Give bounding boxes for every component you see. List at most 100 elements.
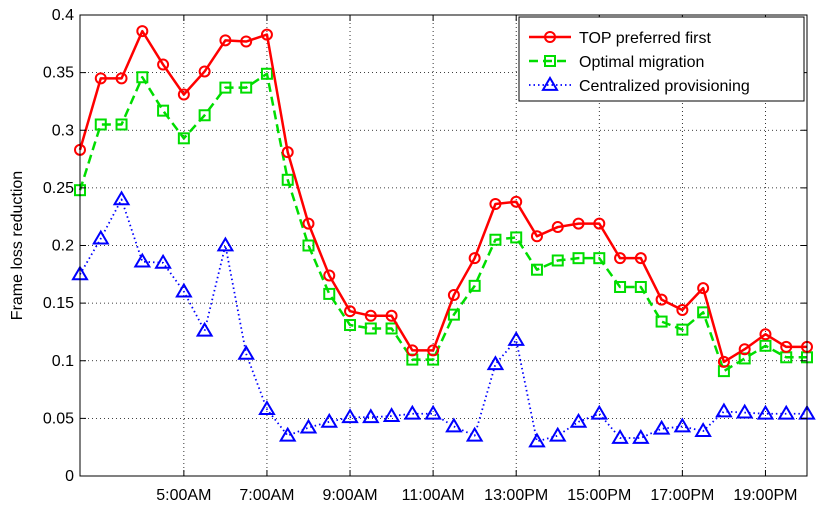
legend-box	[518, 16, 805, 102]
x-tick-label: 11:00AM	[402, 487, 465, 504]
data-point	[341, 408, 359, 424]
x-tick-label: 15:00PM	[567, 487, 631, 504]
data-point	[302, 239, 315, 252]
data-point	[590, 404, 609, 420]
legend-swatch-marker	[544, 55, 556, 67]
data-point	[569, 412, 588, 428]
data-point	[219, 81, 232, 94]
data-point	[676, 304, 689, 317]
data-point	[427, 344, 440, 357]
data-point	[260, 67, 273, 80]
data-point	[530, 230, 543, 243]
data-point	[136, 25, 149, 38]
data-point	[320, 412, 339, 428]
y-axis-label: Frame loss reduction	[9, 171, 26, 320]
data-point	[548, 426, 567, 442]
data-point	[717, 355, 730, 368]
data-point	[465, 426, 484, 442]
data-point	[219, 34, 232, 47]
data-point	[198, 65, 211, 78]
data-point	[551, 221, 564, 234]
data-point	[385, 322, 398, 335]
data-point	[634, 280, 647, 293]
data-point	[157, 58, 170, 71]
data-point	[237, 344, 255, 360]
data-point	[614, 280, 627, 293]
data-point	[735, 403, 754, 419]
data-point	[593, 252, 606, 265]
data-point	[177, 88, 190, 101]
legend-item: Centralized provisioning	[529, 76, 750, 95]
data-point	[157, 104, 170, 117]
data-point	[406, 344, 419, 357]
y-tick-label: 0.25	[43, 180, 74, 197]
data-point	[551, 254, 564, 267]
data-point	[344, 305, 357, 318]
legend-label: Centralized provisioning	[579, 78, 750, 95]
data-point	[281, 146, 294, 159]
data-point	[424, 404, 442, 420]
y-tick-label: 0.2	[52, 238, 74, 255]
data-point	[489, 198, 502, 211]
data-point	[447, 289, 460, 302]
legend: TOP preferred first Optimal migration Cent…	[518, 16, 805, 102]
data-point	[382, 407, 401, 422]
data-point	[697, 306, 710, 319]
y-tick-label: 0.35	[43, 65, 74, 82]
data-point	[528, 432, 546, 448]
data-point	[136, 71, 149, 84]
data-point	[175, 282, 193, 298]
data-point	[759, 328, 772, 341]
data-point	[115, 72, 128, 85]
data-point	[154, 253, 172, 269]
data-point	[281, 173, 294, 186]
x-tick-label: 13:00PM	[484, 487, 548, 504]
data-point	[94, 118, 107, 131]
y-tick-label: 0.15	[43, 295, 74, 312]
data-point	[364, 309, 377, 322]
x-tick-label: 5:00AM	[156, 487, 211, 504]
data-point	[447, 308, 460, 321]
data-point	[676, 323, 689, 336]
data-point	[697, 282, 710, 295]
data-point	[572, 217, 585, 230]
data-point	[260, 28, 273, 41]
legend-label: Optimal migration	[579, 54, 704, 71]
data-point	[445, 417, 463, 433]
data-point	[634, 252, 647, 265]
data-point	[611, 428, 629, 444]
data-point	[780, 340, 793, 353]
legend-swatch-marker	[541, 76, 559, 91]
data-point	[756, 404, 775, 420]
ticks: 0 0.05 0.1 0.15 0.2 0.25 0.3 0.35 0.4 5:00AM 7:00A…	[43, 7, 807, 504]
series-0	[74, 25, 813, 368]
x-tick-label: 7:00AM	[239, 487, 294, 504]
x-tick-label: 19:00PM	[733, 487, 797, 504]
x-tick-label: 9:00AM	[322, 487, 377, 504]
data-point	[510, 195, 523, 208]
data-point	[94, 72, 107, 85]
data-point	[632, 428, 650, 444]
data-point	[364, 322, 377, 335]
data-point	[614, 252, 627, 265]
data-point	[323, 269, 336, 282]
data-point	[198, 109, 211, 122]
data-point	[403, 404, 422, 420]
data-point	[92, 229, 110, 245]
series-layer	[71, 25, 816, 448]
data-point	[673, 417, 692, 433]
y-tick-label: 0.05	[43, 410, 74, 427]
data-point	[323, 287, 336, 300]
series-line	[78, 72, 807, 373]
data-point	[112, 190, 131, 206]
legend-label: TOP preferred first	[579, 30, 711, 47]
legend-item: TOP preferred first	[529, 30, 711, 47]
y-tick-label: 0	[65, 468, 74, 485]
data-point	[759, 339, 772, 352]
data-point	[715, 402, 733, 418]
data-point	[777, 404, 795, 420]
data-point	[299, 418, 318, 434]
data-point	[489, 233, 502, 246]
data-point	[302, 217, 315, 230]
series-2	[71, 190, 816, 448]
